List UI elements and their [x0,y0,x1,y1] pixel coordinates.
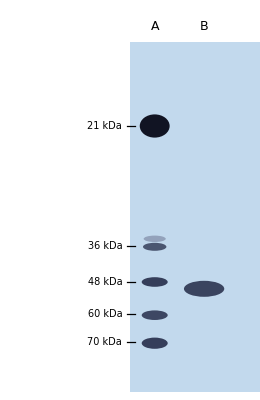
Ellipse shape [140,114,170,138]
Ellipse shape [144,236,166,242]
Text: 36 kDa: 36 kDa [88,241,122,251]
Text: 70 kDa: 70 kDa [87,337,122,347]
Ellipse shape [142,277,168,287]
Text: A: A [151,20,159,32]
Ellipse shape [184,281,224,297]
Text: B: B [200,20,209,32]
Ellipse shape [143,243,166,251]
Text: 60 kDa: 60 kDa [88,309,122,319]
Ellipse shape [142,310,168,320]
Text: 48 kDa: 48 kDa [88,277,122,287]
Ellipse shape [142,338,168,349]
Text: 21 kDa: 21 kDa [87,121,122,131]
FancyBboxPatch shape [130,42,260,392]
